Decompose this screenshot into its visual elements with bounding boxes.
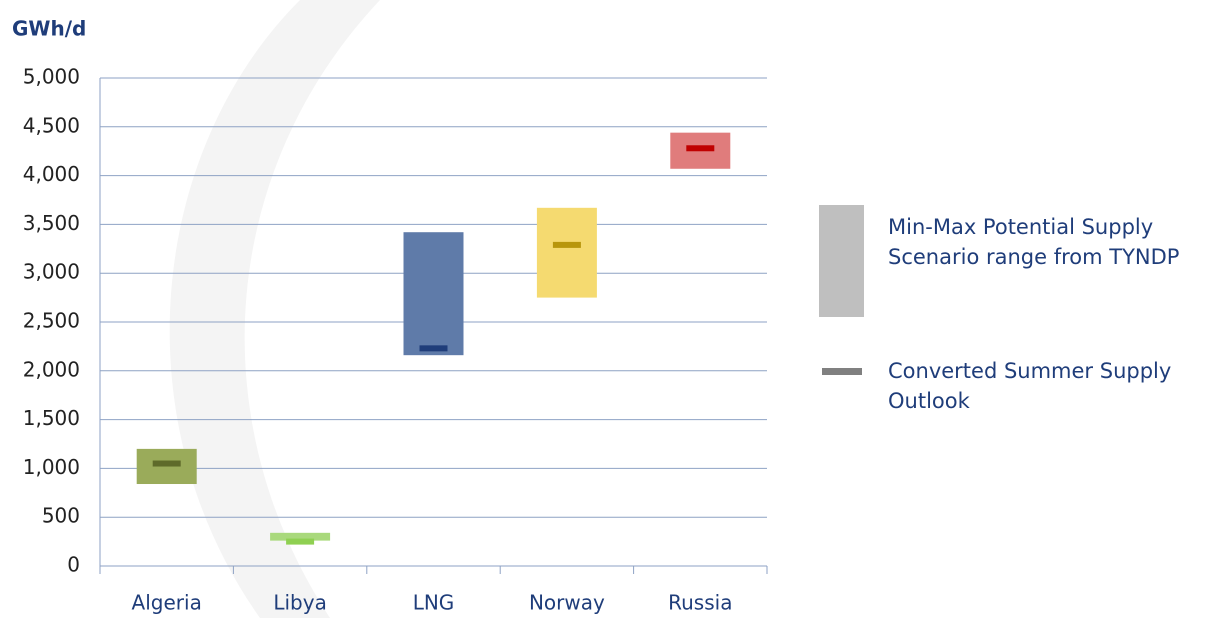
x-tick-label: LNG [413, 591, 455, 615]
y-tick-label: 0 [67, 553, 80, 577]
y-tick-label: 4,500 [23, 113, 80, 137]
y-tick-label: 3,500 [23, 211, 80, 235]
outlook-marker [152, 460, 181, 467]
range-bar [403, 232, 464, 356]
legend-label: Converted Summer Supply Outlook [888, 359, 1172, 413]
y-tick-label: 2,000 [23, 357, 80, 381]
y-tick-label: 1,000 [23, 455, 80, 479]
y-tick-label: 2,500 [23, 309, 80, 333]
x-tick-label: Russia [668, 591, 732, 615]
y-tick-label: 1,500 [23, 406, 80, 430]
x-tick-label: Libya [273, 591, 327, 615]
outlook-marker [419, 345, 448, 352]
legend-swatch [819, 205, 864, 317]
legend-swatch [822, 368, 862, 375]
range-bar [536, 207, 597, 298]
outlook-marker [286, 538, 315, 545]
outlook-marker [686, 145, 715, 152]
x-tick-label: Algeria [132, 591, 202, 615]
y-tick-label: 5,000 [23, 65, 80, 89]
outlook-marker [552, 241, 581, 248]
y-tick-label: 4,000 [23, 162, 80, 186]
range-bar [270, 532, 331, 541]
watermark [169, 0, 380, 618]
x-tick-label: Norway [529, 591, 605, 615]
y-tick-label: 3,000 [23, 260, 80, 284]
legend-label: Min-Max Potential Supply Scenario range … [888, 215, 1180, 269]
y-tick-label: 500 [42, 504, 80, 528]
y-axis-title: GWh/d [12, 17, 86, 41]
